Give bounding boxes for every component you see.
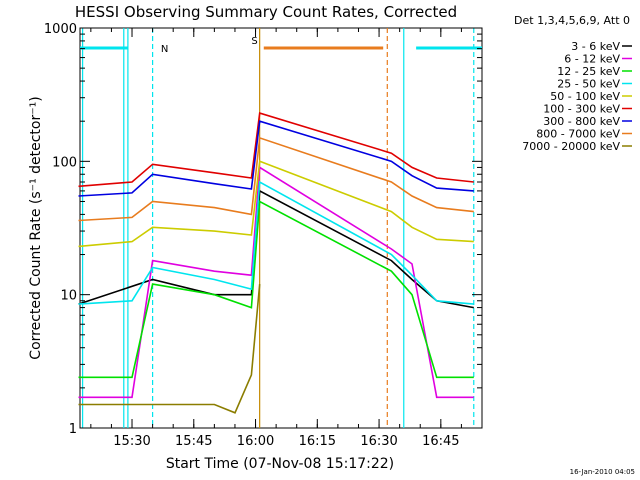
y-tick-label: 10: [60, 289, 77, 304]
legend-label: 50 - 100 keV: [550, 90, 620, 103]
x-tick-label: 16:15: [299, 434, 336, 449]
series-line-4: [78, 180, 474, 305]
series-layer: [78, 112, 474, 414]
x-axis-label: Start Time (07-Nov-08 15:17:22): [166, 456, 394, 472]
legend-label: 7000 - 20000 keV: [522, 140, 620, 153]
legend-label: 6 - 12 keV: [564, 53, 620, 66]
legend-label: 800 - 7000 keV: [536, 128, 620, 141]
series-line-7: [78, 120, 474, 197]
footer-timestamp: 16-Jan-2010 04:05: [570, 468, 635, 476]
series-line-9: [78, 284, 261, 414]
legend-label: 100 - 300 keV: [543, 103, 620, 116]
series-line-3: [78, 200, 474, 379]
y-axis-label: Corrected Count Rate (s⁻¹ detector⁻¹): [28, 96, 44, 359]
legend-label: 3 - 6 keV: [571, 40, 620, 53]
marker-lines: NS: [80, 28, 482, 428]
legend-label: 12 - 25 keV: [557, 65, 620, 78]
plot-frame: [79, 27, 483, 429]
x-tick-label: 16:00: [237, 434, 274, 449]
y-tick-label: 1: [69, 422, 77, 437]
series-line-8: [78, 136, 474, 222]
legend-label: 25 - 50 keV: [557, 78, 620, 91]
x-tick-label: 16:45: [422, 434, 459, 449]
legend-title: Det 1,3,4,5,6,9, Att 0: [514, 14, 630, 27]
series-line-5: [78, 160, 474, 248]
y-tick-label: 100: [52, 155, 77, 170]
x-tick-label: 15:30: [113, 434, 150, 449]
plot-area: NS 15:30 15:45 16:00 16:15 16:30 16:45 110100…: [44, 22, 483, 449]
x-axis: 15:30 15:45 16:00 16:15 16:30 16:45: [90, 28, 483, 449]
series-line-6: [78, 112, 474, 188]
night-marker-label: N: [161, 44, 168, 55]
legend-label: 300 - 800 keV: [543, 115, 620, 128]
y-axis: 1 10 100 1000: [44, 22, 482, 437]
x-tick-label: 15:45: [175, 434, 212, 449]
saa-marker-label: S: [251, 36, 257, 47]
chart-title: HESSI Observing Summary Count Rates, Cor…: [75, 3, 457, 21]
x-tick-label: 16:30: [360, 434, 397, 449]
y-tick-label: 1000: [44, 22, 77, 37]
